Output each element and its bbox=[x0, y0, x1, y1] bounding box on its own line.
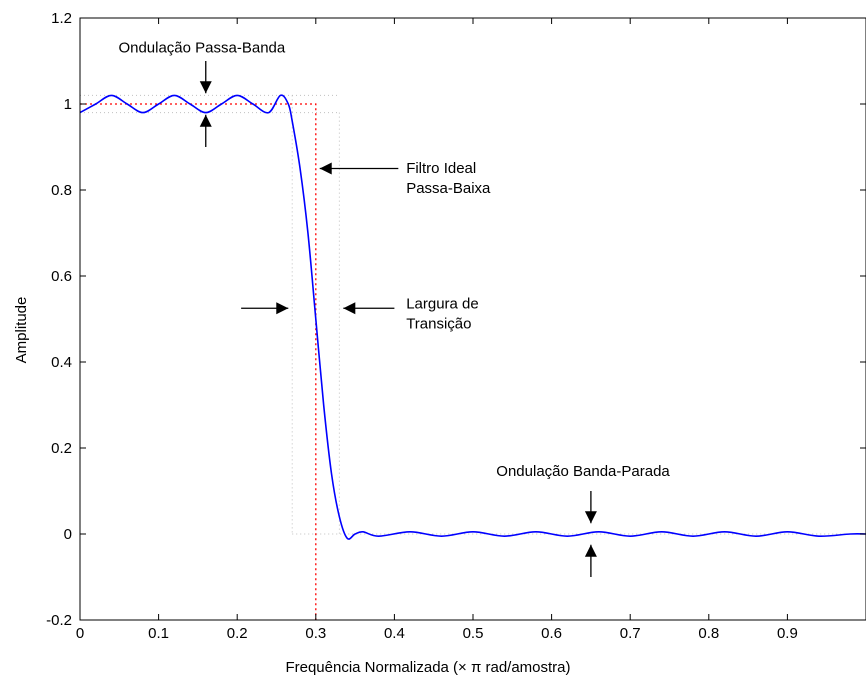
x-tick-label: 0 bbox=[76, 625, 84, 642]
ideal-filter-label: Passa-Baixa bbox=[406, 180, 491, 197]
y-tick-label: 0.8 bbox=[51, 182, 72, 199]
ideal-filter-arrow-head bbox=[319, 162, 332, 175]
x-tick-label: 0.5 bbox=[463, 625, 484, 642]
transition-arrow-left-head bbox=[343, 302, 356, 315]
stopband-ripple-label: Ondulação Banda-Parada bbox=[496, 463, 670, 480]
passband-ripple-label: Ondulação Passa-Banda bbox=[118, 39, 285, 56]
x-tick-label: 0.9 bbox=[777, 625, 798, 642]
stopband-ripple-arrow-down-head bbox=[584, 511, 597, 524]
x-tick-label: 0.1 bbox=[148, 625, 169, 642]
x-tick-label: 0.4 bbox=[384, 625, 405, 642]
annotations: Ondulação Passa-Banda Filtro Ideal Passa-B… bbox=[118, 39, 670, 577]
y-axis-label: Amplitude bbox=[13, 297, 30, 364]
y-tick-label: 0 bbox=[64, 526, 72, 543]
x-tick-label: 0.2 bbox=[227, 625, 248, 642]
y-tick-label: 0.2 bbox=[51, 440, 72, 457]
stopband-ripple-arrow-up-head bbox=[584, 544, 597, 557]
y-tick-label: 0.4 bbox=[51, 354, 72, 371]
ideal-filter-label: Filtro Ideal bbox=[406, 160, 476, 177]
passband-ripple-arrow-up-head bbox=[199, 114, 212, 127]
passband-ripple-arrow-down-head bbox=[199, 81, 212, 94]
y-tick-label: -0.2 bbox=[46, 612, 72, 629]
y-tick-label: 1 bbox=[64, 96, 72, 113]
x-axis-label: Frequência Normalizada (× π rad/amostra) bbox=[285, 659, 570, 676]
x-tick-label: 0.7 bbox=[620, 625, 641, 642]
x-tick-label: 0.8 bbox=[698, 625, 719, 642]
y-tick-label: 1.2 bbox=[51, 10, 72, 27]
x-tick-label: 0.6 bbox=[541, 625, 562, 642]
transition-width-label: Largura de bbox=[406, 295, 479, 312]
plot-area bbox=[79, 17, 866, 621]
ideal-filter-line bbox=[80, 103, 317, 620]
plot-background bbox=[80, 18, 866, 620]
y-tick-label: 0.6 bbox=[51, 268, 72, 285]
response-curve bbox=[79, 94, 866, 540]
transition-width-label: Transição bbox=[406, 315, 471, 332]
transition-arrow-right-head bbox=[276, 302, 289, 315]
axis-ticks: 0 0.1 0.2 0.3 0.4 0.5 0.6 0.7 0.8 0.9-0.200.20.40… bbox=[46, 10, 866, 642]
x-tick-label: 0.3 bbox=[305, 625, 326, 642]
